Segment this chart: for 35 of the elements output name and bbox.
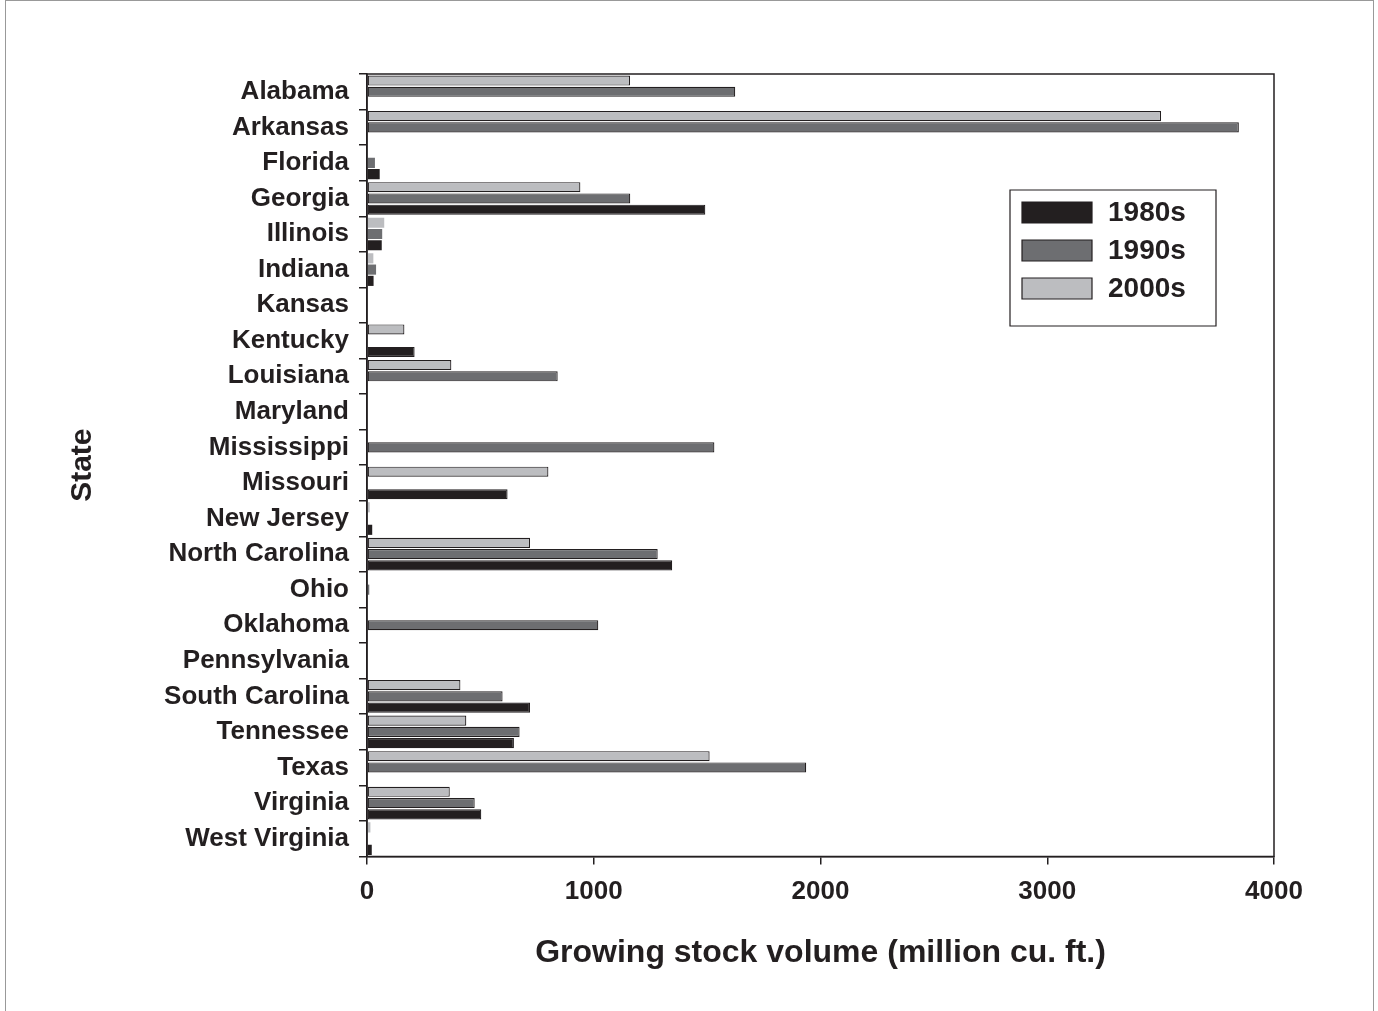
y-tick-label: Tennessee bbox=[216, 715, 349, 746]
y-tick-label: Indiana bbox=[257, 252, 350, 283]
y-tick-label: Kansas bbox=[256, 288, 349, 319]
y-axis-title: State bbox=[64, 428, 98, 502]
y-tick-label: Alabama bbox=[240, 74, 350, 105]
y-tick-label: Louisiana bbox=[227, 359, 350, 390]
y-tick-label: Florida bbox=[262, 146, 350, 177]
x-axis-title: Growing stock volume (million cu. ft.) bbox=[535, 932, 1106, 969]
bar bbox=[367, 264, 377, 275]
legend-label: 1990s bbox=[1108, 233, 1186, 265]
y-tick-label: Kentucky bbox=[231, 323, 350, 354]
y-tick-label: New Jersey bbox=[205, 501, 350, 532]
legend-label: 2000s bbox=[1108, 271, 1186, 303]
y-tick-label: North Carolina bbox=[168, 537, 350, 568]
x-tick-label: 3000 bbox=[1018, 875, 1077, 906]
y-tick-label: Illinois bbox=[266, 217, 349, 248]
bar bbox=[367, 217, 385, 228]
x-tick-label: 1000 bbox=[564, 875, 623, 906]
y-tick-label: Mississippi bbox=[208, 430, 349, 461]
legend-label: 1980s bbox=[1108, 195, 1186, 227]
y-tick-label: Ohio bbox=[289, 572, 349, 603]
y-tick-label: South Carolina bbox=[164, 679, 350, 710]
y-tick-label: Oklahoma bbox=[223, 608, 350, 639]
y-tick-label: Missouri bbox=[242, 466, 349, 497]
y-tick-label: Pennsylvania bbox=[182, 643, 350, 674]
y-tick-label: Maryland bbox=[234, 395, 349, 426]
bar bbox=[367, 157, 375, 168]
y-tick-label: Georgia bbox=[250, 181, 350, 212]
y-tick-label: Virginia bbox=[254, 786, 350, 817]
x-tick-label: 4000 bbox=[1245, 875, 1303, 906]
y-tick-label: West Virginia bbox=[185, 821, 350, 852]
x-tick-label: 2000 bbox=[791, 875, 850, 906]
y-tick-label: Arkansas bbox=[231, 110, 349, 141]
y-tick-label: Texas bbox=[277, 750, 349, 781]
x-tick-label: 0 bbox=[359, 875, 375, 906]
